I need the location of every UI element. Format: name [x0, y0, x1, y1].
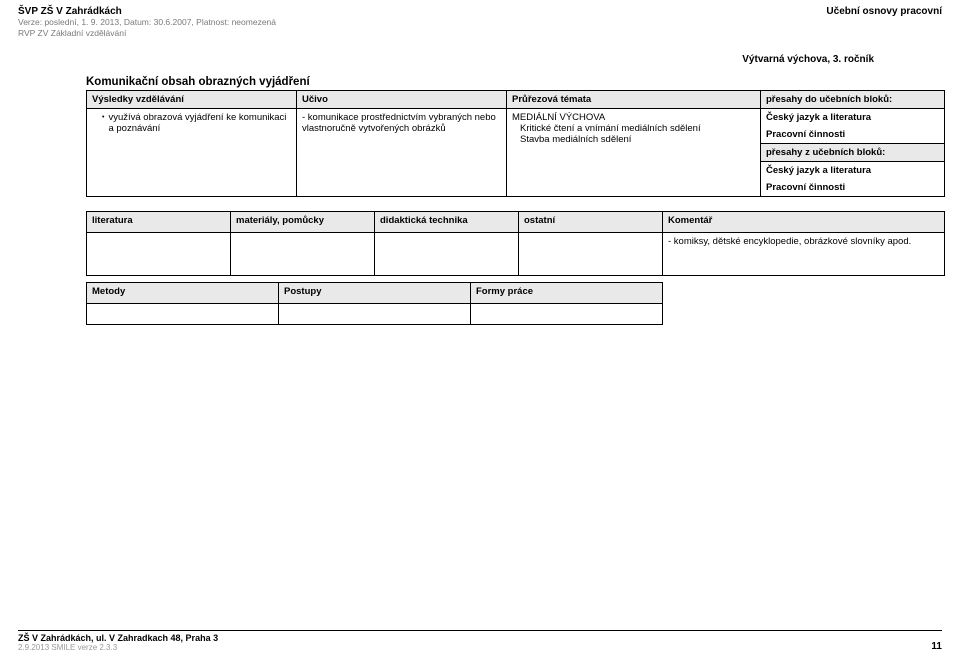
presahy-z-line1: Český jazyk a literatura: [766, 165, 939, 176]
lower-table-2: Metody Postupy Formy práce: [86, 282, 663, 325]
th-literatura: literatura: [87, 212, 231, 233]
cell-ucivo: - komunikace prostřednictvím vybraných n…: [297, 109, 507, 197]
cell-presahy-z: Český jazyk a literatura Pracovní činnos…: [761, 162, 945, 197]
main-table: Výsledky vzdělávání Učivo Průřezová téma…: [86, 90, 945, 197]
presahy-do-line1: Český jazyk a literatura: [766, 112, 939, 123]
th-outcomes: Výsledky vzdělávání: [87, 91, 297, 109]
th-materialy: materiály, pomůcky: [231, 212, 375, 233]
cell-ostatni: [519, 233, 663, 276]
th-ucivo: Učivo: [297, 91, 507, 109]
presahy-do-line2: Pracovní činnosti: [766, 129, 939, 140]
version-line: Verze: poslední, 1. 9. 2013, Datum: 30.6…: [18, 17, 276, 28]
presahy-z-line2: Pracovní činnosti: [766, 182, 939, 193]
lower-table: literatura materiály, pomůcky didaktická…: [86, 211, 945, 276]
cell-presahy-do: Český jazyk a literatura Pracovní činnos…: [761, 109, 945, 144]
th-prurezova: Průřezová témata: [507, 91, 761, 109]
cell-outcomes: • využívá obrazová vyjádření ke komunika…: [87, 109, 297, 197]
table-row: - komiksy, dětské encyklopedie, obrázkov…: [87, 233, 945, 276]
header-right: Učební osnovy pracovní: [826, 6, 942, 17]
header-left: ŠVP ZŠ V Zahrádkách Verze: poslední, 1. …: [18, 6, 276, 38]
th-metody: Metody: [87, 283, 279, 304]
cell-metody: [87, 304, 279, 325]
th-presahy-z: přesahy z učebních bloků:: [761, 144, 945, 162]
cell-literatura: [87, 233, 231, 276]
bullet-dot-icon: •: [102, 112, 104, 124]
th-presahy-do: přesahy do učebních bloků:: [761, 91, 945, 109]
cell-prurezova: MEDIÁLNÍ VÝCHOVA Kritické čtení a vnímán…: [507, 109, 761, 197]
cell-postupy: [279, 304, 471, 325]
cell-materialy: [231, 233, 375, 276]
prurezova-line1: Kritické čtení a vnímání mediálních sděl…: [520, 123, 755, 134]
th-ostatni: ostatní: [519, 212, 663, 233]
school-name: ŠVP ZŠ V Zahrádkách: [18, 6, 276, 17]
th-didakticka: didaktická technika: [375, 212, 519, 233]
prurezova-line2: Stavba mediálních sdělení: [520, 134, 755, 145]
th-formy: Formy práce: [471, 283, 663, 304]
bullet-text: využívá obrazová vyjádření ke komunikaci…: [108, 112, 291, 134]
cell-didakticka: [375, 233, 519, 276]
cell-komentar: - komiksy, dětské encyklopedie, obrázkov…: [663, 233, 945, 276]
footer-school: ZŠ V Zahrádkách, ul. V Zahradkach 48, Pr…: [18, 633, 942, 643]
footer-smile: 2.9.2013 SMILE verze 2.3.3: [18, 643, 942, 652]
table-header-row: Metody Postupy Formy práce: [87, 283, 663, 304]
cell-formy: [471, 304, 663, 325]
page: ŠVP ZŠ V Zahrádkách Verze: poslední, 1. …: [0, 0, 960, 662]
footer: ZŠ V Zahrádkách, ul. V Zahradkach 48, Pr…: [18, 630, 942, 652]
prurezova-heading: MEDIÁLNÍ VÝCHOVA: [512, 112, 755, 123]
bullet-item: • využívá obrazová vyjádření ke komunika…: [102, 112, 291, 134]
table-row: [87, 304, 663, 325]
table-header-row: literatura materiály, pomůcky didaktická…: [87, 212, 945, 233]
page-number: 11: [931, 641, 942, 652]
content: Komunikační obsah obrazných vyjádření Vý…: [86, 76, 944, 325]
th-postupy: Postupy: [279, 283, 471, 304]
section-title: Komunikační obsah obrazných vyjádření: [86, 76, 944, 88]
course-line: Výtvarná výchova, 3. ročník: [742, 54, 874, 65]
rvp-line: RVP ZV Základní vzdělávání: [18, 28, 276, 39]
th-komentar: Komentář: [663, 212, 945, 233]
table-header-row: Výsledky vzdělávání Učivo Průřezová téma…: [87, 91, 945, 109]
table-row: • využívá obrazová vyjádření ke komunika…: [87, 109, 945, 144]
